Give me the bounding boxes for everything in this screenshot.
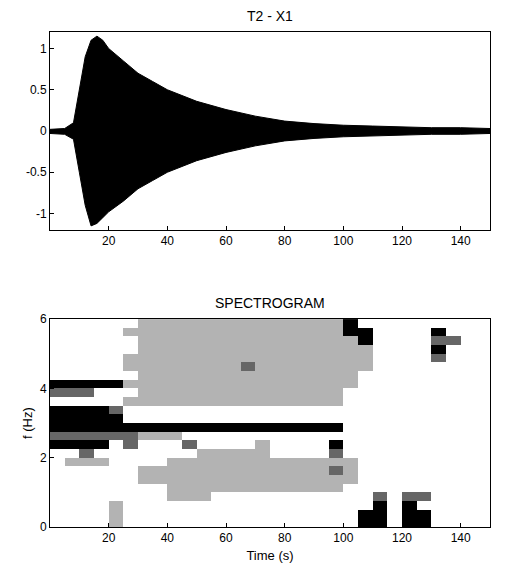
- svg-text:60: 60: [219, 234, 233, 248]
- svg-text:0: 0: [40, 124, 47, 138]
- svg-text:T2 - X1: T2 - X1: [247, 8, 293, 24]
- svg-text:20: 20: [102, 531, 116, 545]
- svg-text:0: 0: [40, 520, 47, 534]
- svg-text:80: 80: [278, 531, 292, 545]
- svg-text:60: 60: [219, 531, 233, 545]
- svg-text:-1: -1: [36, 207, 47, 221]
- svg-text:80: 80: [278, 234, 292, 248]
- svg-text:4: 4: [40, 382, 47, 396]
- svg-text:Time (s): Time (s): [246, 548, 293, 563]
- svg-text:140: 140: [451, 531, 471, 545]
- svg-text:6: 6: [40, 312, 47, 326]
- svg-text:f (Hz): f (Hz): [20, 407, 35, 439]
- svg-text:120: 120: [392, 234, 412, 248]
- svg-text:140: 140: [451, 234, 471, 248]
- svg-text:40: 40: [161, 234, 175, 248]
- svg-text:120: 120: [392, 531, 412, 545]
- svg-text:2: 2: [40, 451, 47, 465]
- svg-text:100: 100: [333, 234, 353, 248]
- svg-text:40: 40: [161, 531, 175, 545]
- svg-text:0.5: 0.5: [30, 83, 47, 97]
- svg-text:20: 20: [102, 234, 116, 248]
- svg-text:1: 1: [40, 42, 47, 56]
- svg-text:100: 100: [333, 531, 353, 545]
- svg-text:-0.5: -0.5: [26, 165, 47, 179]
- svg-text:SPECTROGRAM: SPECTROGRAM: [215, 295, 325, 311]
